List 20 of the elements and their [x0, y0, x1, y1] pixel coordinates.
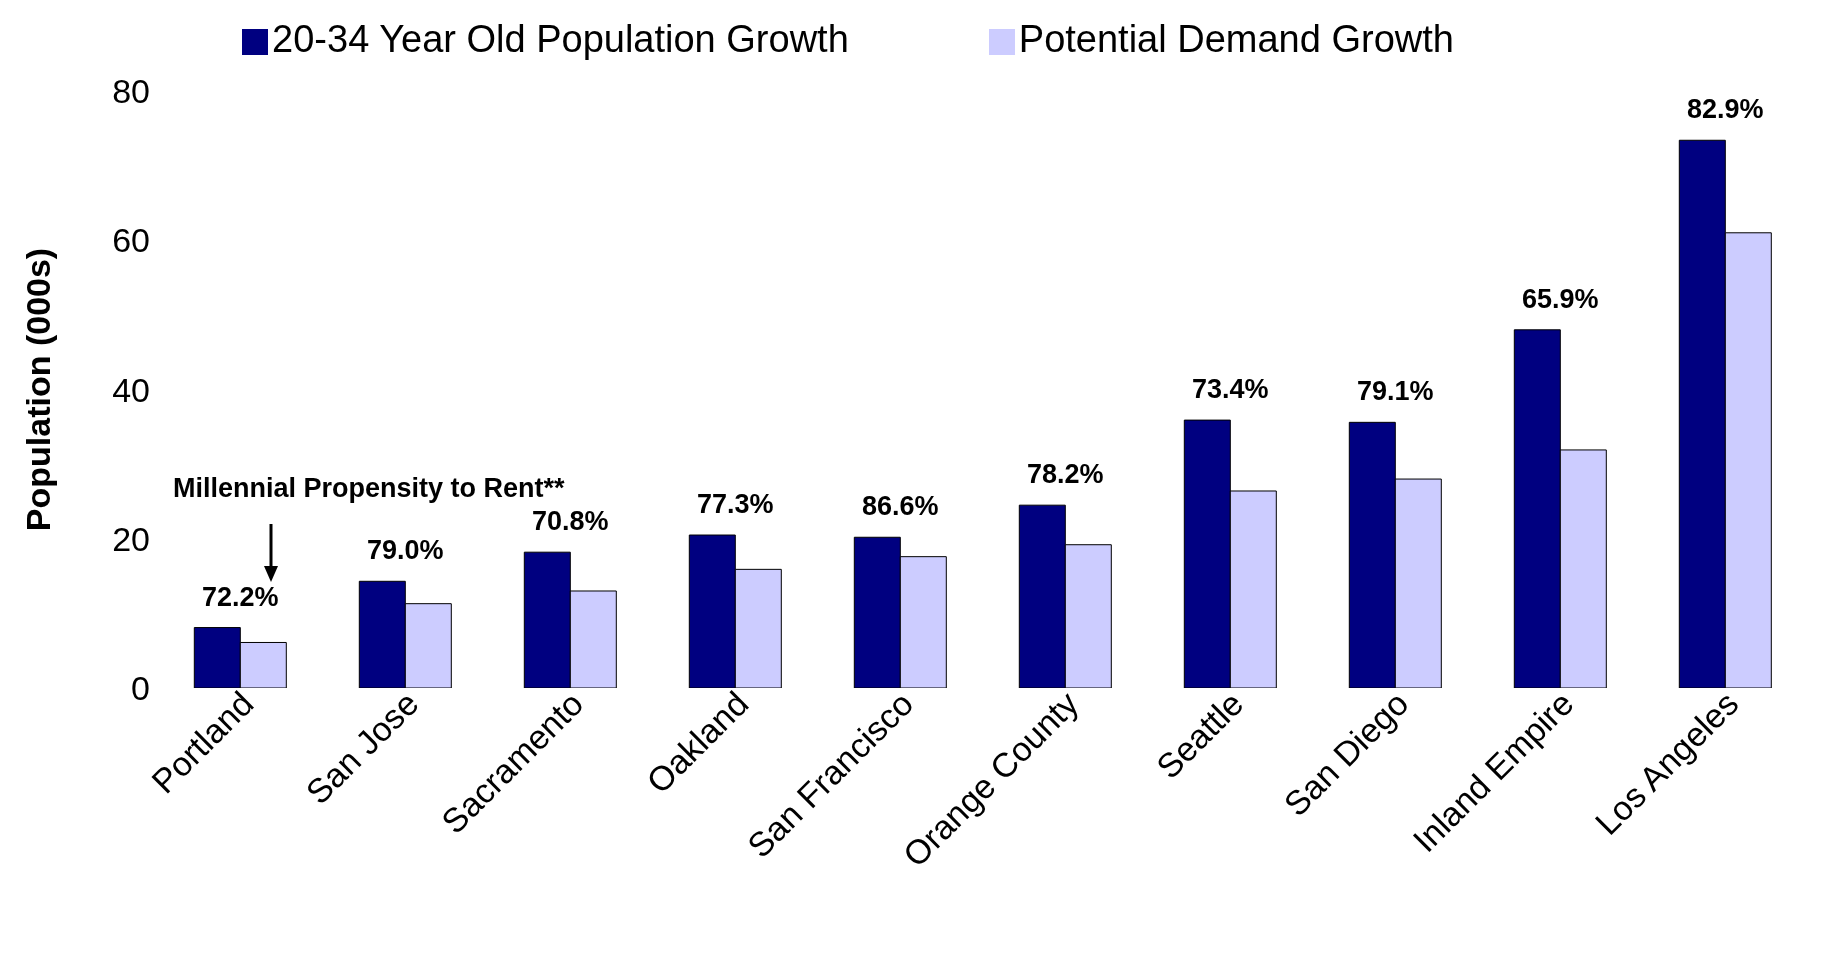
y-tick-label: 40 [112, 370, 150, 409]
y-tick-label: 60 [112, 221, 150, 260]
annotation: 79.1% [1357, 376, 1434, 407]
y-tick-label: 0 [131, 669, 150, 708]
annotation: 77.3% [697, 489, 774, 520]
annotation: 78.2% [1027, 459, 1104, 490]
annotation: 72.2% [202, 581, 279, 612]
annotation: 73.4% [1192, 374, 1269, 405]
annotation: 79.0% [367, 535, 444, 566]
legend-label: 20-34 Year Old Population Growth [272, 18, 849, 60]
annotation: 82.9% [1687, 94, 1764, 125]
y-axis-title: Population (000s) [19, 247, 58, 532]
y-tick-label: 20 [112, 519, 150, 558]
annotation: 86.6% [862, 491, 939, 522]
annotation: Millennial Propensity to Rent** [173, 473, 565, 504]
x-tick-label: San Jose [298, 684, 426, 812]
annotation: 65.9% [1522, 283, 1599, 314]
annotation: 70.8% [532, 506, 609, 537]
legend-label: Potential Demand Growth [1018, 18, 1454, 60]
y-tick-label: 80 [112, 72, 150, 111]
